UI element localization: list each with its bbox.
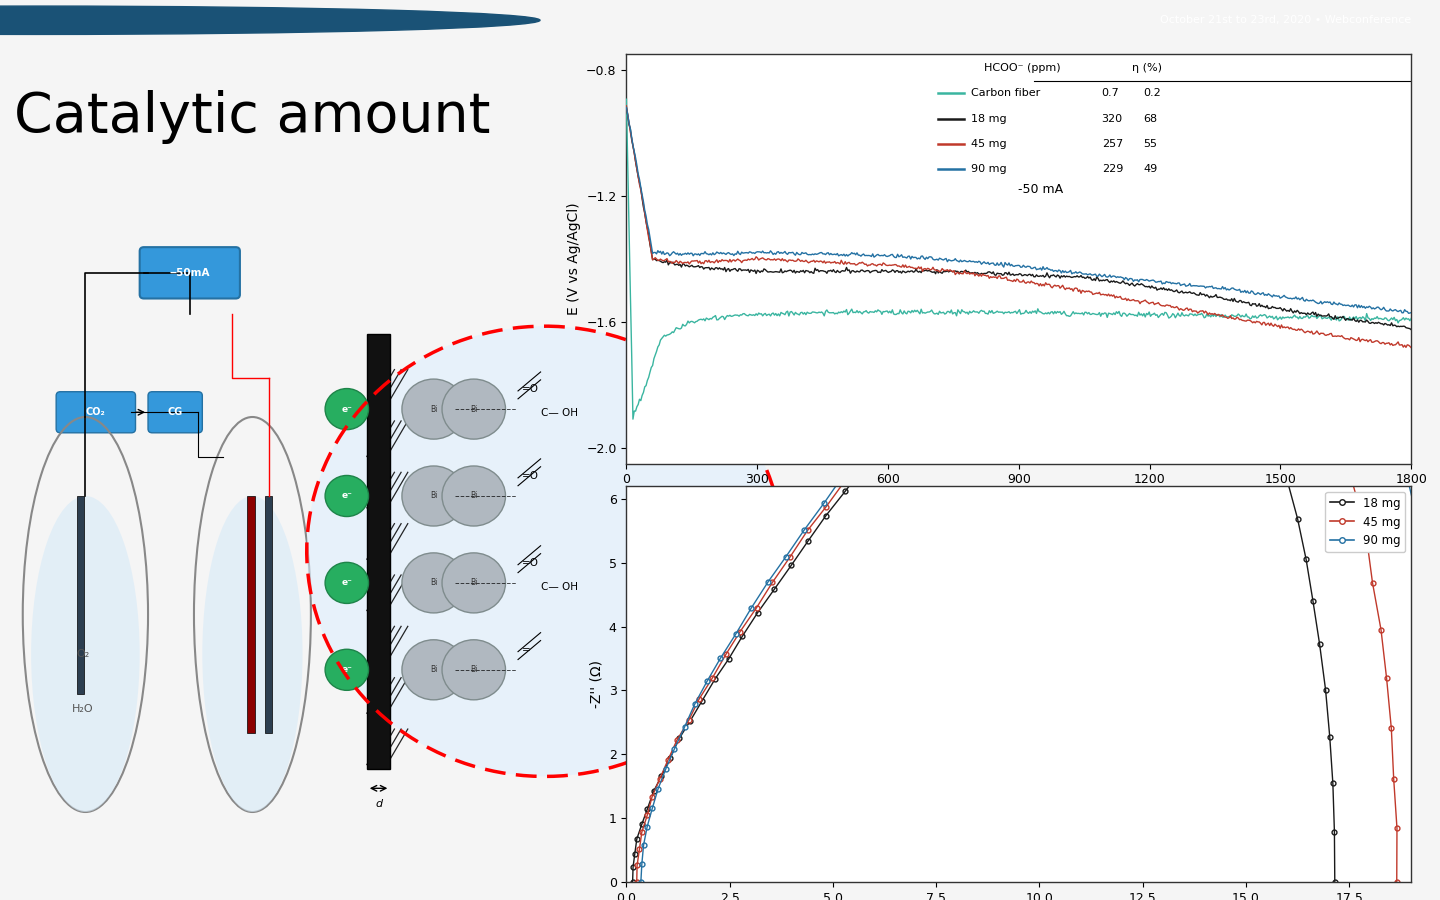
Text: Bi: Bi <box>469 665 478 674</box>
FancyBboxPatch shape <box>140 248 240 299</box>
Bar <box>367 334 390 769</box>
Text: O₂: O₂ <box>76 649 89 659</box>
Ellipse shape <box>202 496 302 812</box>
Text: 257: 257 <box>1102 139 1123 148</box>
Text: -50 mA: -50 mA <box>1018 183 1063 196</box>
Y-axis label: E (V vs Ag/AgCl): E (V vs Ag/AgCl) <box>566 202 580 315</box>
Text: HCOO⁻ (ppm): HCOO⁻ (ppm) <box>984 63 1060 73</box>
Text: Bi: Bi <box>431 405 438 414</box>
Text: Bi: Bi <box>469 579 478 588</box>
Text: 18 mg: 18 mg <box>971 113 1007 123</box>
Text: C— OH: C— OH <box>540 581 577 592</box>
Text: October 21st to 23rd, 2020 • Webconference: October 21st to 23rd, 2020 • Webconferen… <box>1161 15 1411 25</box>
Text: 320: 320 <box>1102 113 1123 123</box>
X-axis label: Time (s): Time (s) <box>988 491 1050 507</box>
Text: e⁻: e⁻ <box>341 405 353 414</box>
Circle shape <box>325 475 369 517</box>
FancyBboxPatch shape <box>148 392 202 433</box>
Text: =O: =O <box>523 384 539 394</box>
Text: e⁻: e⁻ <box>341 665 353 674</box>
Circle shape <box>442 640 505 700</box>
Text: 90 mg: 90 mg <box>971 164 1007 174</box>
Circle shape <box>402 553 465 613</box>
Bar <box>246 496 255 733</box>
Circle shape <box>442 466 505 526</box>
Text: CG: CG <box>167 408 183 418</box>
FancyBboxPatch shape <box>56 392 135 433</box>
Text: 0.2: 0.2 <box>1143 88 1161 98</box>
Text: =O: =O <box>523 558 539 568</box>
Text: ‒50mA: ‒50mA <box>170 268 210 278</box>
Text: Carbon fiber: Carbon fiber <box>971 88 1040 98</box>
Circle shape <box>0 6 540 34</box>
Circle shape <box>325 649 369 690</box>
Text: H₂O: H₂O <box>72 705 94 715</box>
Text: η (%): η (%) <box>1132 63 1162 73</box>
Text: d: d <box>374 799 382 809</box>
Text: 229: 229 <box>1102 164 1123 174</box>
Text: Catalytic amount: Catalytic amount <box>14 90 491 144</box>
Text: 49: 49 <box>1143 164 1158 174</box>
Text: Bi: Bi <box>431 665 438 674</box>
Text: C— OH: C— OH <box>540 408 577 418</box>
Text: 45 mg: 45 mg <box>971 139 1007 148</box>
Text: 0.7: 0.7 <box>1102 88 1119 98</box>
Circle shape <box>442 379 505 439</box>
Text: CO₂: CO₂ <box>86 408 105 418</box>
Text: 68: 68 <box>1143 113 1158 123</box>
Circle shape <box>325 389 369 429</box>
Y-axis label: -Z'' (Ω): -Z'' (Ω) <box>589 660 603 708</box>
Text: Bi: Bi <box>469 405 478 414</box>
Text: =: = <box>523 645 531 655</box>
Circle shape <box>325 562 369 603</box>
Circle shape <box>442 553 505 613</box>
Circle shape <box>402 640 465 700</box>
Circle shape <box>402 379 465 439</box>
Text: Bi: Bi <box>431 579 438 588</box>
Bar <box>265 496 272 733</box>
Text: Bi: Bi <box>469 491 478 500</box>
Legend: 18 mg, 45 mg, 90 mg: 18 mg, 45 mg, 90 mg <box>1325 492 1405 553</box>
Circle shape <box>402 466 465 526</box>
Circle shape <box>307 326 783 777</box>
Text: 55: 55 <box>1143 139 1158 148</box>
Text: Bi: Bi <box>431 491 438 500</box>
Text: =O: =O <box>523 472 539 482</box>
Bar <box>78 496 84 694</box>
Ellipse shape <box>32 496 140 812</box>
Text: e⁻: e⁻ <box>341 579 353 588</box>
Text: e⁻: e⁻ <box>341 491 353 500</box>
